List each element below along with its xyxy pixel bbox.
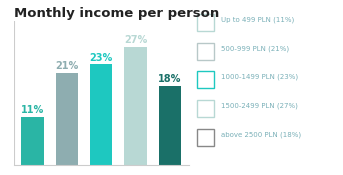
Text: 1000-1499 PLN (23%): 1000-1499 PLN (23%) <box>221 74 298 80</box>
FancyBboxPatch shape <box>197 14 214 31</box>
FancyBboxPatch shape <box>197 71 214 88</box>
Bar <box>56 73 78 164</box>
Text: 27%: 27% <box>124 35 147 45</box>
Text: Up to 499 PLN (11%): Up to 499 PLN (11%) <box>221 16 294 23</box>
Bar <box>21 117 44 164</box>
Text: 11%: 11% <box>21 105 44 115</box>
Text: above 2500 PLN (18%): above 2500 PLN (18%) <box>221 131 301 138</box>
Text: Monthly income per person: Monthly income per person <box>14 7 219 20</box>
Text: 23%: 23% <box>90 53 113 63</box>
Text: 1500-2499 PLN (27%): 1500-2499 PLN (27%) <box>221 102 298 109</box>
FancyBboxPatch shape <box>197 43 214 60</box>
FancyBboxPatch shape <box>197 100 214 117</box>
Text: 18%: 18% <box>158 75 181 85</box>
Bar <box>158 86 181 164</box>
Bar <box>90 64 112 164</box>
Text: 500-999 PLN (21%): 500-999 PLN (21%) <box>221 45 289 51</box>
FancyBboxPatch shape <box>197 129 214 146</box>
Bar <box>124 47 146 164</box>
Text: 21%: 21% <box>55 61 79 71</box>
